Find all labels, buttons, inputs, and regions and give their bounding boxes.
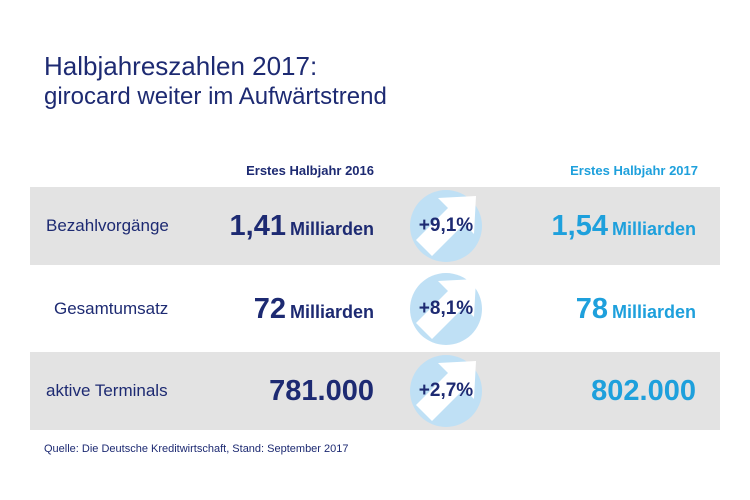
value-2016: 1,41 Milliarden	[230, 187, 374, 265]
value-2016-number: 1,41	[229, 210, 286, 242]
page-subtitle: girocard weiter im Aufwärtstrend	[44, 83, 387, 110]
growth-badge: +2,7%	[410, 355, 482, 427]
value-2016-unit: Milliarden	[289, 219, 374, 239]
value-2017: 78 Milliarden	[576, 270, 696, 348]
column-header-2017: Erstes Halbjahr 2017	[570, 163, 698, 178]
value-2017: 1,54 Milliarden	[552, 187, 696, 265]
table-row-aktive-terminals: aktive Terminals 781.000 +2,7% 802.000	[30, 352, 720, 430]
growth-badge: +8,1%	[410, 273, 482, 345]
growth-value: +9,1%	[418, 215, 474, 236]
growth-value: +8,1%	[418, 298, 474, 319]
growth-value: +2,7%	[418, 380, 474, 401]
page-title: Halbjahreszahlen 2017:	[44, 51, 318, 81]
value-2017-unit: Milliarden	[611, 302, 696, 322]
table-row-bezahlvorgaenge: Bezahlvorgänge 1,41 Milliarden +9,1% 1,54…	[30, 187, 720, 265]
column-header-2016: Erstes Halbjahr 2016	[246, 163, 374, 178]
value-2016-number: 72	[253, 293, 286, 325]
value-2017: 802.000	[591, 352, 696, 430]
row-label: Gesamtumsatz	[54, 299, 169, 318]
row-label: Bezahlvorgänge	[46, 216, 169, 235]
value-2016-number: 781.000	[269, 375, 374, 407]
value-2017-number: 802.000	[591, 375, 696, 407]
up-right-arrow-circle-icon	[410, 190, 482, 262]
value-2016-unit: Milliarden	[289, 302, 374, 322]
value-2017-unit: Milliarden	[611, 219, 696, 239]
up-right-arrow-circle-icon	[410, 273, 482, 345]
value-2016: 72 Milliarden	[254, 270, 374, 348]
row-label: aktive Terminals	[46, 381, 168, 400]
value-2017-number: 78	[575, 293, 608, 325]
growth-badge: +9,1%	[410, 190, 482, 262]
up-right-arrow-circle-icon	[410, 355, 482, 427]
value-2016: 781.000	[269, 352, 374, 430]
table-row-gesamtumsatz: Gesamtumsatz 72 Milliarden +8,1% 78 Millia…	[30, 270, 720, 348]
title-block: Halbjahreszahlen 2017: girocard weiter i…	[44, 50, 387, 112]
source-note: Quelle: Die Deutsche Kreditwirtschaft, S…	[44, 443, 349, 455]
value-2017-number: 1,54	[551, 210, 608, 242]
